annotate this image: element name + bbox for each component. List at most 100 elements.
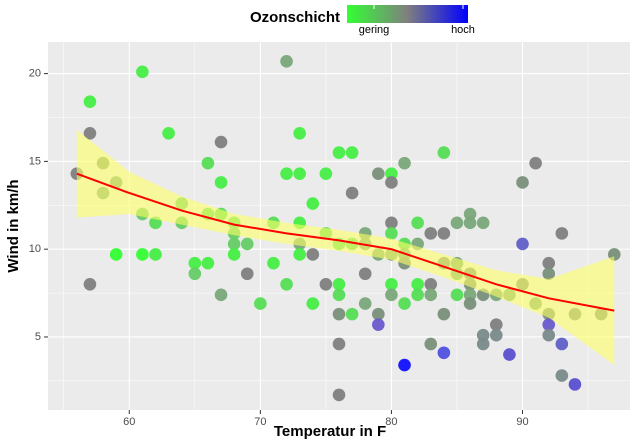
point [555,337,569,351]
y-tick-label: 15 [29,155,41,167]
x-tick-label: 60 [123,416,135,428]
point [568,378,582,391]
point [437,227,451,240]
point [332,337,346,351]
point [529,156,542,170]
point [516,237,529,251]
point [136,248,149,261]
point [227,237,241,251]
point [424,288,438,302]
point [254,297,267,310]
point [450,288,464,302]
point [345,186,359,200]
y-axis-label: Wind in km/h [5,179,22,272]
point [503,348,516,361]
point [424,277,438,291]
colorbar [347,5,468,23]
point [385,288,398,302]
point [227,248,241,261]
point [542,328,556,342]
point [437,346,451,360]
point [489,318,503,331]
point [437,146,451,159]
point [280,55,293,68]
point [385,167,398,180]
point [542,267,556,281]
point [149,248,162,261]
point [332,388,346,402]
point [450,216,464,230]
point [280,167,293,180]
point [358,267,372,281]
point [332,288,346,302]
point [267,256,280,270]
x-tick-label: 80 [385,416,397,428]
point [332,146,346,159]
point [398,156,411,170]
point [437,307,451,321]
point [214,135,228,149]
point [240,237,254,251]
point [411,216,424,230]
point [398,297,411,310]
point [83,277,97,291]
panel [48,42,630,410]
point [188,256,202,270]
point [542,318,556,331]
point [385,216,398,230]
point [555,227,569,240]
smooth-line [76,172,615,312]
y-tick-label: 20 [29,68,41,80]
legend-label: hoch [451,24,475,36]
point [345,307,359,321]
point [542,256,556,270]
point [201,256,215,270]
point [463,216,477,230]
confidence-band [76,129,615,366]
point [293,126,306,140]
point [424,227,438,240]
point [555,369,569,382]
point [201,156,215,170]
point [463,207,477,221]
point [332,307,346,321]
point [306,197,320,210]
point [516,176,529,189]
point [293,248,306,261]
point [83,126,97,140]
y-tick-label: 10 [29,243,41,255]
point [476,337,490,351]
x-axis-label: Temperatur in F [274,423,386,440]
point [411,288,424,302]
x-tick-label: 70 [254,416,266,428]
point [372,318,385,331]
point [424,337,438,351]
point [476,216,490,230]
point [358,297,372,310]
point [319,167,333,180]
point [319,277,333,291]
point [476,328,490,342]
point [293,167,306,180]
legend-label: gering [359,24,390,36]
point [214,176,228,189]
point [280,277,293,291]
point [463,297,477,310]
point [345,146,359,159]
point [411,277,424,291]
point [372,167,385,180]
point [332,277,346,291]
point [385,176,398,189]
point [372,307,385,321]
point [489,328,503,342]
point [240,267,254,281]
point [306,297,320,310]
point [162,126,175,140]
point [385,277,398,291]
point [463,288,477,302]
point [306,248,320,261]
y-tick-label: 5 [35,331,41,343]
x-tick-label: 90 [516,416,528,428]
